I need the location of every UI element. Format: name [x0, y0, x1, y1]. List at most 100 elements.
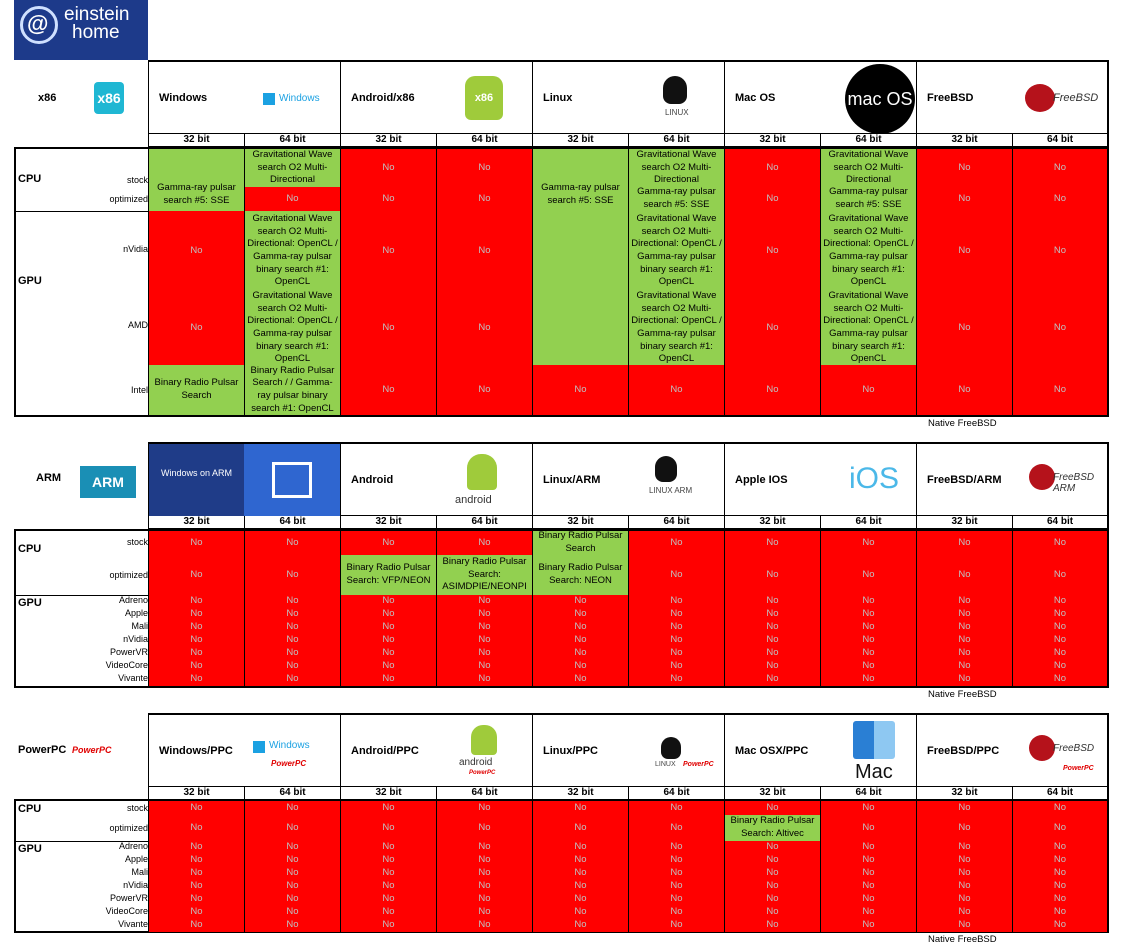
cell: No: [340, 841, 436, 854]
cell: No: [244, 660, 340, 673]
cell: No: [244, 634, 340, 647]
platform-header-android: Android android: [340, 442, 532, 516]
cell: Gravitational Wave search O2 Multi-Direc…: [628, 211, 724, 291]
cell: No: [820, 919, 916, 932]
cell: No: [724, 187, 820, 211]
cell: No: [532, 919, 628, 932]
cell: No: [628, 531, 724, 555]
arch-label: ARM: [36, 472, 62, 484]
cell: No: [340, 893, 436, 906]
cell: No: [1012, 531, 1107, 555]
cell: No: [148, 608, 244, 621]
cell: No: [916, 149, 1012, 187]
x86-section: x86 x86 Windows Windows Android/x86 x86 …: [14, 60, 1109, 417]
cell: No: [820, 608, 916, 621]
cell: No: [148, 595, 244, 608]
cell: No: [916, 841, 1012, 854]
bits-row: 32 bit 64 bit 32 bit 64 bit 32 bit 64 bi…: [148, 134, 1109, 147]
cell: No: [340, 365, 436, 415]
cell: No: [340, 815, 436, 841]
cell: No: [628, 660, 724, 673]
cell: No: [628, 867, 724, 880]
android-icon: [471, 725, 497, 755]
cell: No: [724, 841, 820, 854]
cell: No: [724, 365, 820, 415]
cell: No: [916, 595, 1012, 608]
cell: No: [1012, 647, 1107, 660]
cell: No: [148, 893, 244, 906]
cell: No: [148, 815, 244, 841]
cell: No: [1012, 149, 1107, 187]
cell: No: [532, 647, 628, 660]
cell: No: [532, 815, 628, 841]
platform-header-freebsd: FreeBSD FreeBSD: [916, 60, 1109, 134]
cell: No: [532, 608, 628, 621]
cell: No: [916, 291, 1012, 365]
cell: No: [340, 673, 436, 686]
cell: Gravitational Wave search O2 Multi-Direc…: [628, 149, 724, 187]
cell: Gamma-ray pulsar search #5: SSE: [628, 187, 724, 211]
cell: No: [340, 634, 436, 647]
cell: No: [436, 660, 532, 673]
cell: No: [628, 365, 724, 415]
windows-icon: [263, 93, 275, 105]
cell: No: [244, 621, 340, 634]
cell: No: [340, 867, 436, 880]
cell: No: [148, 531, 244, 555]
native-freebsd-note: Native FreeBSD: [928, 934, 997, 945]
cell: Binary Radio Pulsar Search: [532, 531, 628, 555]
cell: No: [916, 365, 1012, 415]
cell: No: [916, 647, 1012, 660]
cell: No: [628, 815, 724, 841]
cell: No: [148, 801, 244, 815]
tux-icon: [655, 456, 677, 482]
platform-header-macos: Mac OS mac OS: [724, 60, 916, 134]
cell: No: [724, 673, 820, 686]
cell: No: [244, 815, 340, 841]
cell: No: [628, 919, 724, 932]
cell: Gravitational Wave search O2 Multi-Direc…: [628, 291, 724, 365]
arm-gpu-cells: No No No No No No No No No No No No No No No No No No No No…: [148, 595, 1107, 686]
cell: No: [148, 634, 244, 647]
cell: No: [628, 608, 724, 621]
cell: No: [340, 187, 436, 211]
mac-finder-icon: [853, 721, 895, 759]
arm-section: ARM ARM Windows on ARM Android android L…: [14, 442, 1109, 688]
cell: No: [724, 867, 820, 880]
tux-icon: [663, 76, 687, 104]
cell: No: [244, 608, 340, 621]
cell: No: [724, 291, 820, 365]
android-icon: x86: [465, 76, 503, 120]
windows-icon: [253, 741, 265, 753]
cell: No: [148, 621, 244, 634]
brand-line1: einstein: [64, 4, 130, 25]
cell: No: [916, 621, 1012, 634]
cell: No: [148, 841, 244, 854]
cell: No: [628, 880, 724, 893]
cell: No: [148, 660, 244, 673]
cell: No: [532, 634, 628, 647]
cell: No: [820, 647, 916, 660]
ring-icon: [20, 6, 58, 44]
cell: No: [916, 854, 1012, 867]
cell: [532, 211, 628, 365]
cell: No: [436, 365, 532, 415]
cell: No: [532, 841, 628, 854]
cell: No: [244, 555, 340, 595]
cell: Gravitational Wave search O2 Multi-Direc…: [244, 149, 340, 187]
cell: No: [820, 365, 916, 415]
cell: Gamma-ray pulsar search #5: SSE: [148, 179, 244, 211]
platform-header-freebsd-ppc: FreeBSD/PPC FreeBSD PowerPC: [916, 713, 1109, 787]
windows-on-arm-logo: Windows on ARM: [148, 442, 244, 516]
cell: No: [244, 919, 340, 932]
cell: [532, 149, 628, 179]
cell: No: [628, 854, 724, 867]
cell: No: [244, 854, 340, 867]
native-freebsd-note: Native FreeBSD: [928, 689, 997, 700]
cell: No: [916, 673, 1012, 686]
platform-header-linux-ppc: Linux/PPC LINUX PowerPC: [532, 713, 724, 787]
cell: No: [532, 621, 628, 634]
cell: Gravitational Wave search O2 Multi-Direc…: [244, 291, 340, 365]
platform-header-freebsd-arm: FreeBSD/ARM FreeBSD ARM: [916, 442, 1109, 516]
gpu-label: GPU: [18, 843, 42, 855]
